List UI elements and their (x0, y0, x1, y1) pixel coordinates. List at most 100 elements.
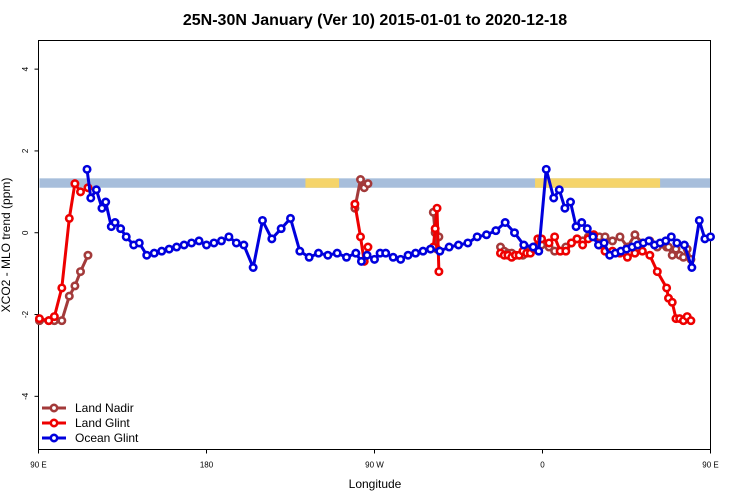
data-point (687, 262, 697, 272)
data-point (645, 250, 655, 260)
data-point (70, 179, 80, 189)
data-point (332, 248, 342, 258)
axes: 90 E 180 90 W 0 90 E -4 -2 0 2 4 (21, 66, 719, 469)
data-point (388, 252, 398, 262)
data-point (615, 232, 625, 242)
y-tick-label: -2 (21, 310, 30, 318)
data-point (561, 246, 571, 256)
data-point (355, 232, 365, 242)
data-point (662, 283, 672, 293)
data-point (381, 248, 391, 258)
series (34, 164, 715, 326)
data-point (110, 218, 120, 228)
data-point (630, 230, 640, 240)
data-point (705, 232, 715, 242)
chart-title: 25N-30N January (Ver 10) 2015-01-01 to 2… (183, 12, 567, 29)
legend-swatch-marker (49, 403, 59, 413)
data-point (565, 197, 575, 207)
data-point (571, 222, 581, 232)
data-point (121, 232, 131, 242)
data-point (91, 185, 101, 195)
data-point (666, 232, 676, 242)
legend-label: Land Nadir (75, 401, 134, 415)
data-point (500, 218, 510, 228)
data-point (550, 232, 560, 242)
data-point (430, 224, 440, 234)
data-point (667, 297, 677, 307)
data-point (202, 240, 212, 250)
x-tick-label: 90 E (702, 461, 718, 470)
data-point (519, 240, 529, 250)
x-tick-label: 90 W (365, 461, 384, 470)
data-point (481, 230, 491, 240)
data-point (652, 267, 662, 277)
data-point (86, 193, 96, 203)
data-point (134, 238, 144, 248)
data-point (76, 267, 86, 277)
land-mask-band (39, 178, 711, 188)
data-point (549, 193, 559, 203)
data-point (83, 250, 93, 260)
data-point (578, 240, 588, 250)
land-segment (305, 178, 340, 188)
data-point (172, 242, 182, 252)
data-point (44, 316, 54, 326)
y-axis-title: XCO2 - MLO trend (ppm) (0, 178, 13, 313)
ocean-band (39, 178, 711, 188)
data-point (491, 226, 501, 236)
data-point (637, 246, 647, 256)
data-point (403, 250, 413, 260)
data-point (560, 203, 570, 213)
data-point (64, 291, 74, 301)
data-point (209, 238, 219, 248)
x-tick-label: 180 (200, 461, 214, 470)
data-point (435, 246, 445, 256)
data-point (418, 246, 428, 256)
data-point (363, 242, 373, 252)
data-point (577, 218, 587, 228)
data-point (304, 252, 314, 262)
legend-item: Land Glint (42, 416, 130, 430)
data-point (142, 250, 152, 260)
data-point (509, 228, 519, 238)
series-ocean-glint (82, 164, 715, 272)
data-point (572, 234, 582, 244)
data-point (341, 252, 351, 262)
data-point (356, 256, 366, 266)
data-point (425, 244, 435, 254)
data-point (534, 246, 544, 256)
data-point (323, 250, 333, 260)
data-point (544, 238, 554, 248)
data-point (194, 236, 204, 246)
data-point (678, 252, 688, 262)
data-point (541, 164, 551, 174)
data-point (363, 179, 373, 189)
legend-item: Land Nadir (42, 401, 134, 415)
data-point (76, 187, 86, 197)
data-point (355, 175, 365, 185)
data-point (362, 250, 372, 260)
data-point (686, 316, 696, 326)
data-point (644, 236, 654, 246)
data-point (411, 248, 421, 258)
y-tick-label: 0 (21, 230, 30, 235)
data-point (599, 238, 609, 248)
data-point (276, 224, 286, 234)
y-tick-label: 4 (21, 66, 30, 71)
data-point (187, 238, 197, 248)
data-point (57, 316, 67, 326)
data-point (248, 262, 258, 272)
data-point (472, 232, 482, 242)
data-point (224, 232, 234, 242)
data-point (239, 240, 249, 250)
legend-label: Ocean Glint (75, 431, 139, 445)
data-point (434, 267, 444, 277)
data-point (622, 252, 632, 262)
data-point (257, 215, 267, 225)
data-point (97, 203, 107, 213)
data-point (157, 246, 167, 256)
data-point (149, 248, 159, 258)
data-point (285, 213, 295, 223)
data-point (661, 236, 671, 246)
